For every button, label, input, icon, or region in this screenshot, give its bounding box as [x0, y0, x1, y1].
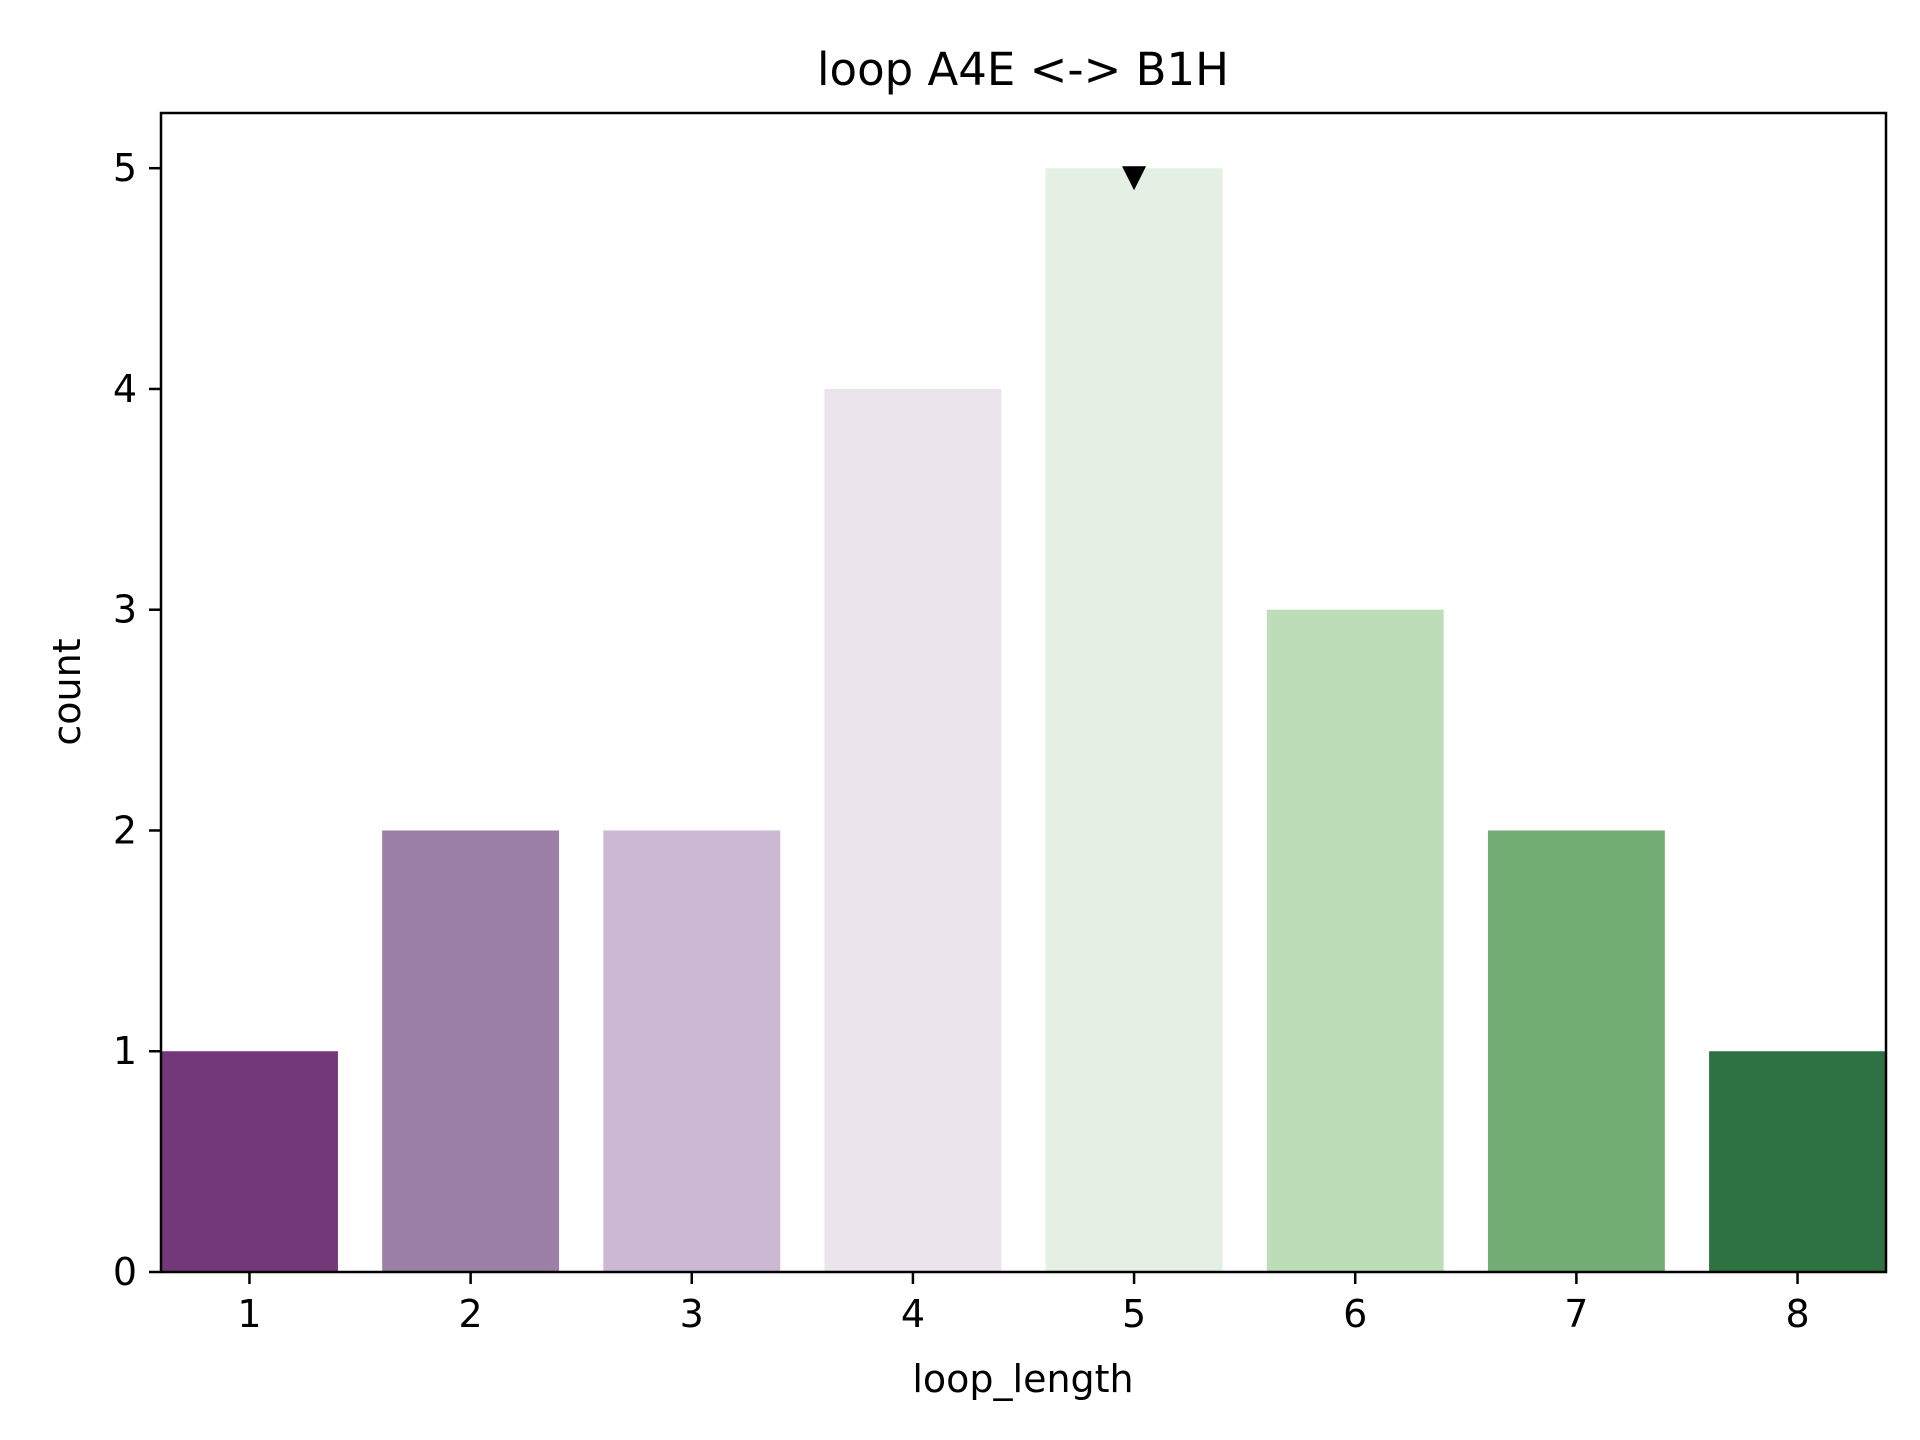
x-tick-label-4: 4: [901, 1292, 925, 1336]
bar-6: [1266, 609, 1444, 1272]
x-tick-label-7: 7: [1564, 1292, 1588, 1336]
y-tick-label-4: 4: [113, 367, 137, 411]
x-tick-label-6: 6: [1343, 1292, 1367, 1336]
x-tick-label-2: 2: [459, 1292, 483, 1336]
y-tick-label-5: 5: [113, 146, 137, 190]
y-tick-label-0: 0: [113, 1250, 137, 1294]
x-tick-label-1: 1: [237, 1292, 261, 1336]
x-tick-label-8: 8: [1785, 1292, 1809, 1336]
x-tick-label-5: 5: [1122, 1292, 1146, 1336]
plot-frame: [159, 111, 1888, 1274]
x-axis-ticks: 1 2 3 4 5 6 7 8: [237, 1272, 1810, 1336]
bar-7: [1487, 830, 1665, 1272]
chart-title: loop A4E <-> B1H: [817, 43, 1229, 96]
peak-marker: [1122, 166, 1147, 191]
y-tick-label-1: 1: [113, 1029, 137, 1073]
bars-group: [161, 168, 1886, 1273]
bar-3: [603, 830, 781, 1272]
y-tick-label-2: 2: [113, 808, 137, 852]
y-axis-ticks: 0 1 2 3 4 5: [113, 146, 161, 1294]
x-tick-label-3: 3: [680, 1292, 704, 1336]
y-axis-label: count: [45, 638, 89, 745]
bar-4: [824, 388, 1002, 1272]
bar-1: [161, 1051, 338, 1272]
bar-5: [1045, 168, 1223, 1273]
y-tick-label-3: 3: [113, 588, 137, 632]
x-axis-label: loop_length: [912, 1357, 1133, 1401]
bar-2: [382, 830, 560, 1272]
bar-8: [1709, 1051, 1886, 1272]
peak-marker-group: [1122, 166, 1147, 191]
